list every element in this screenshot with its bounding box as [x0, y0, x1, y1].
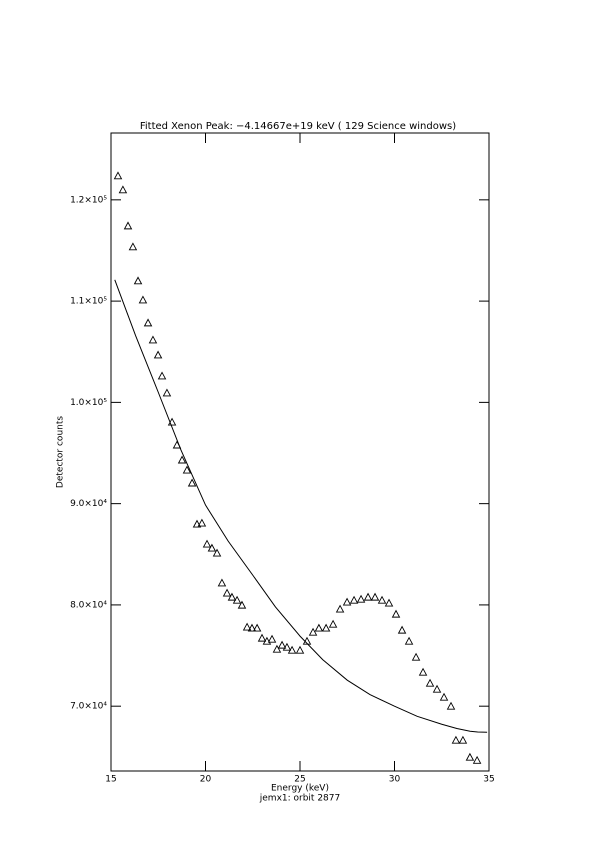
data-point	[232, 595, 242, 604]
data-point	[222, 588, 232, 597]
data-point	[363, 592, 373, 601]
data-point	[314, 623, 324, 632]
y-tick-label: 1.1×10⁵	[70, 297, 107, 307]
data-point	[397, 625, 407, 634]
x-axis-label: Energy (keV)	[271, 784, 329, 794]
data-point	[308, 627, 318, 636]
data-point	[187, 478, 197, 487]
data-point	[425, 678, 435, 687]
data-point	[197, 518, 207, 527]
data-point	[465, 752, 475, 761]
y-tick-label: 1.0×10⁵	[70, 398, 107, 408]
data-point	[162, 388, 172, 397]
y-tick-label: 1.2×10⁵	[70, 195, 107, 205]
data-point	[262, 636, 272, 645]
data-point	[272, 644, 282, 653]
data-point	[439, 692, 449, 701]
x-tick-label: 20	[200, 775, 212, 785]
data-point	[123, 221, 133, 230]
data-point	[411, 652, 421, 661]
data-point	[182, 465, 192, 474]
data-point	[282, 642, 292, 651]
data-point	[328, 619, 338, 628]
data-point	[391, 609, 401, 618]
subtitle: jemx1: orbit 2877	[259, 794, 340, 804]
data-point	[335, 604, 345, 613]
data-point	[157, 371, 167, 380]
data-point	[370, 592, 380, 601]
data-point	[321, 623, 331, 632]
data-point	[227, 592, 237, 601]
data-point	[472, 755, 482, 764]
data-point	[192, 519, 202, 528]
data-point	[128, 242, 138, 251]
plot-frame	[110, 132, 490, 772]
data-point	[342, 597, 352, 606]
data-point	[138, 295, 148, 304]
data-point	[384, 598, 394, 607]
data-point	[143, 318, 153, 327]
data-point	[177, 455, 187, 464]
data-point	[446, 701, 456, 710]
data-point	[356, 594, 366, 603]
data-point	[247, 623, 257, 632]
data-point	[432, 684, 442, 693]
data-point	[287, 645, 297, 654]
data-point	[277, 640, 287, 649]
data-point	[267, 634, 277, 643]
data-point	[207, 543, 217, 552]
data-point	[451, 735, 461, 744]
data-point	[133, 276, 143, 285]
x-tick-label: 30	[389, 775, 401, 785]
fit-line	[114, 279, 488, 733]
data-point	[458, 735, 468, 744]
data-point	[202, 539, 212, 548]
x-tick-label: 35	[483, 775, 494, 785]
y-tick-label: 9.0×10⁴	[70, 499, 107, 509]
y-tick-label: 7.0×10⁴	[70, 702, 107, 712]
data-point	[349, 595, 359, 604]
data-point	[295, 645, 305, 654]
data-point	[404, 636, 414, 645]
data-point	[257, 633, 267, 642]
data-point	[212, 548, 222, 557]
y-tick-label: 8.0×10⁴	[70, 600, 107, 610]
data-point	[242, 622, 252, 631]
data-point	[237, 600, 247, 609]
data-point	[418, 667, 428, 676]
data-point	[377, 595, 387, 604]
data-point	[148, 335, 158, 344]
x-tick-label: 15	[105, 775, 116, 785]
x-tick-label: 25	[294, 775, 305, 785]
data-point	[113, 171, 123, 180]
data-point	[153, 350, 163, 359]
data-point	[217, 578, 227, 587]
data-point	[118, 185, 128, 194]
y-axis-label: Detector counts	[56, 416, 66, 488]
data-point	[252, 623, 262, 632]
chart-title: Fitted Xenon Peak: −4.14667e+19 keV ( 12…	[140, 121, 456, 132]
